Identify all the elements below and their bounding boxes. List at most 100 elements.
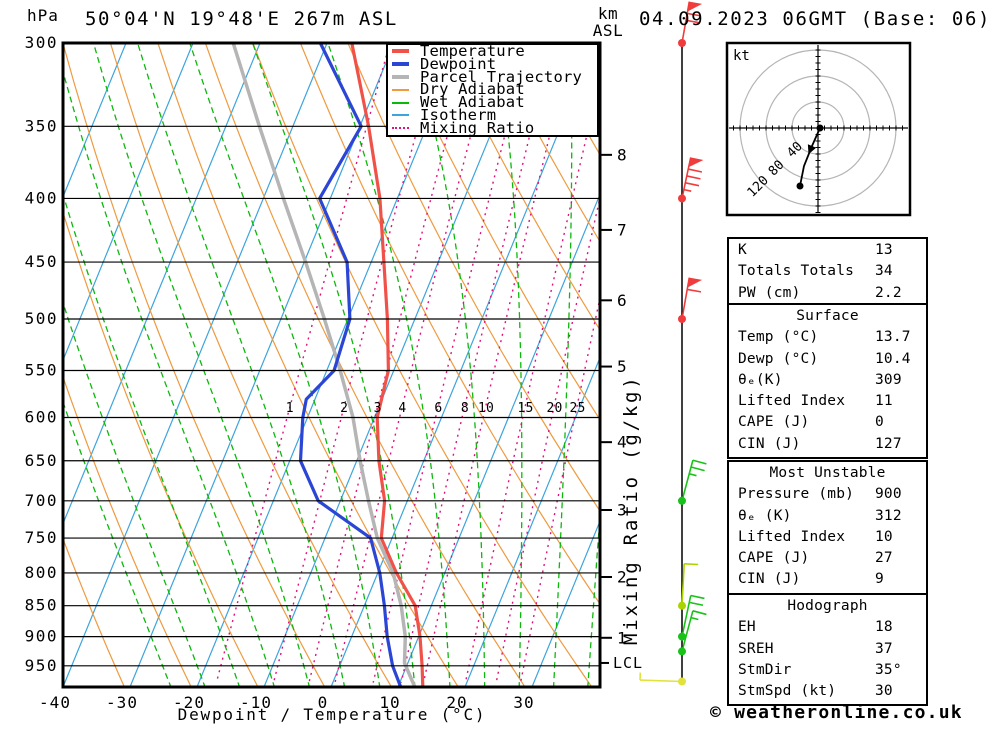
dewpoint-curve — [298, 43, 403, 687]
row-label: Dewp (°C) — [738, 350, 819, 367]
km-axis-ticks: 8 7 6 5 4 3 2 1 — [601, 145, 628, 647]
svg-text:20: 20 — [546, 401, 562, 416]
svg-text:300: 300 — [25, 33, 58, 52]
svg-text:600: 600 — [25, 408, 58, 427]
indices-table: K 13 Totals Totals 34 PW (cm) 2.2 — [727, 237, 928, 308]
hodograph-trace — [799, 127, 821, 187]
copyright-label: © weatheronline.co.uk — [710, 702, 963, 723]
mixing-ratio-value-labels: 1 2 3 4 6 8 10 15 20 25 — [286, 401, 586, 416]
isotherm-lines — [63, 43, 600, 687]
legend-item: Wet Adiabat — [388, 93, 597, 112]
table-row: StmDir 35° — [729, 660, 926, 681]
row-value: 11 — [875, 393, 893, 410]
row-value: 0 — [875, 414, 884, 431]
svg-text:700: 700 — [25, 491, 58, 510]
svg-text:950: 950 — [25, 656, 58, 675]
wind-barb — [639, 672, 686, 686]
legend-item-label: Dry Adiabat — [420, 80, 525, 99]
svg-text:10: 10 — [478, 401, 494, 416]
mixing-ratio-lines — [215, 43, 600, 683]
svg-text:1: 1 — [286, 401, 294, 416]
svg-text:450: 450 — [25, 252, 58, 271]
table-row: Lifted Index 10 — [729, 527, 926, 548]
svg-text:-40: -40 — [39, 693, 71, 712]
table-row: CAPE (J) 27 — [729, 548, 926, 569]
legend-item-label: Isotherm — [420, 105, 497, 124]
table-row: Pressure (mb) 900 — [729, 484, 926, 505]
table-row: θₑ(K) 309 — [729, 370, 926, 391]
row-value: 18 — [875, 619, 893, 636]
row-value: 34 — [875, 263, 893, 280]
legend-swatch-thick — [392, 62, 409, 67]
surface-table: Surface Temp (°C) 13.7 Dewp (°C) 10.4 θₑ(K) 30… — [727, 303, 928, 460]
wind-barb — [678, 277, 703, 324]
table-title: Surface — [796, 308, 859, 324]
plot-border — [61, 41, 602, 689]
row-label: Pressure (mb) — [738, 486, 855, 503]
temperature-tick-labels: -40 -30 -20 -10 0 10 20 30 — [39, 693, 534, 712]
table-row: Dewp (°C) 10.4 — [729, 349, 926, 370]
row-label: PW (cm) — [738, 284, 801, 301]
svg-text:10: 10 — [379, 693, 400, 712]
svg-text:20: 20 — [446, 693, 467, 712]
svg-text:6: 6 — [617, 291, 628, 310]
table-row: Lifted Index 11 — [729, 391, 926, 412]
svg-text:550: 550 — [25, 361, 58, 380]
pressure-unit-label: hPa — [27, 6, 59, 25]
svg-text:6: 6 — [434, 401, 442, 416]
svg-text:-30: -30 — [106, 693, 138, 712]
svg-text:0: 0 — [318, 693, 329, 712]
hodograph-table: Hodograph EH 18 SREH 37 StmDir 35° StmSpd (kt) 3… — [727, 593, 928, 707]
row-label: θₑ(K) — [738, 371, 783, 388]
wind-barb — [678, 562, 699, 610]
svg-text:-10: -10 — [240, 693, 272, 712]
row-value: 312 — [875, 507, 902, 524]
svg-text:400: 400 — [25, 188, 58, 207]
row-label: Temp (°C) — [738, 329, 819, 346]
pressure-gridlines — [63, 125, 600, 667]
row-label: StmDir — [738, 661, 792, 678]
hodograph-unit-label: kt — [733, 48, 750, 64]
svg-text:30: 30 — [513, 693, 534, 712]
svg-text:5: 5 — [617, 357, 628, 376]
svg-text:4: 4 — [398, 401, 406, 416]
legend-item: Isotherm — [388, 105, 597, 124]
svg-text:350: 350 — [25, 116, 58, 135]
row-label: CIN (J) — [738, 571, 801, 588]
table-row: SREH 37 — [729, 639, 926, 660]
row-value: 27 — [875, 550, 893, 567]
legend-swatch-thick — [392, 49, 409, 54]
row-label: SREH — [738, 640, 774, 657]
wind-barb-column — [639, 1, 707, 686]
table-row: Totals Totals 34 — [729, 261, 926, 282]
table-row: PW (cm) 2.2 — [729, 283, 926, 304]
wet-adiabat-lines — [63, 43, 600, 687]
row-value: 30 — [875, 683, 893, 700]
svg-text:8: 8 — [461, 401, 469, 416]
legend-swatch-thin — [392, 101, 409, 104]
wind-barb — [678, 459, 707, 505]
row-label: CAPE (J) — [738, 414, 810, 431]
row-label: CAPE (J) — [738, 550, 810, 567]
row-value: 13 — [875, 242, 893, 258]
legend-box: Temperature Dewpoint Parcel Trajectory Dry … — [386, 43, 599, 137]
table-row: StmSpd (kt) 30 — [729, 681, 926, 702]
most-unstable-table: Most Unstable Pressure (mb) 900 θₑ (K) 312 Li… — [727, 460, 928, 595]
table-row: CIN (J) 9 — [729, 569, 926, 590]
row-label: Totals Totals — [738, 263, 855, 280]
svg-text:750: 750 — [25, 528, 58, 547]
mixing-ratio-axis-label: Mixing Ratio (g/kg) — [620, 374, 642, 645]
legend-swatch-dotted — [392, 127, 409, 130]
table-row: CIN (J) 127 — [729, 434, 926, 455]
lcl-marker: LCL — [601, 654, 643, 672]
row-label: Lifted Index — [738, 528, 846, 545]
row-label: K — [738, 242, 747, 258]
svg-text:25: 25 — [569, 401, 585, 416]
legend-item-label: Wet Adiabat — [420, 93, 525, 112]
svg-text:2: 2 — [340, 401, 348, 416]
svg-text:4: 4 — [617, 433, 628, 452]
legend-item: Dry Adiabat — [388, 80, 597, 99]
asl-label: ASL — [592, 21, 624, 40]
row-value: 10 — [875, 528, 893, 545]
svg-text:LCL: LCL — [613, 654, 643, 672]
